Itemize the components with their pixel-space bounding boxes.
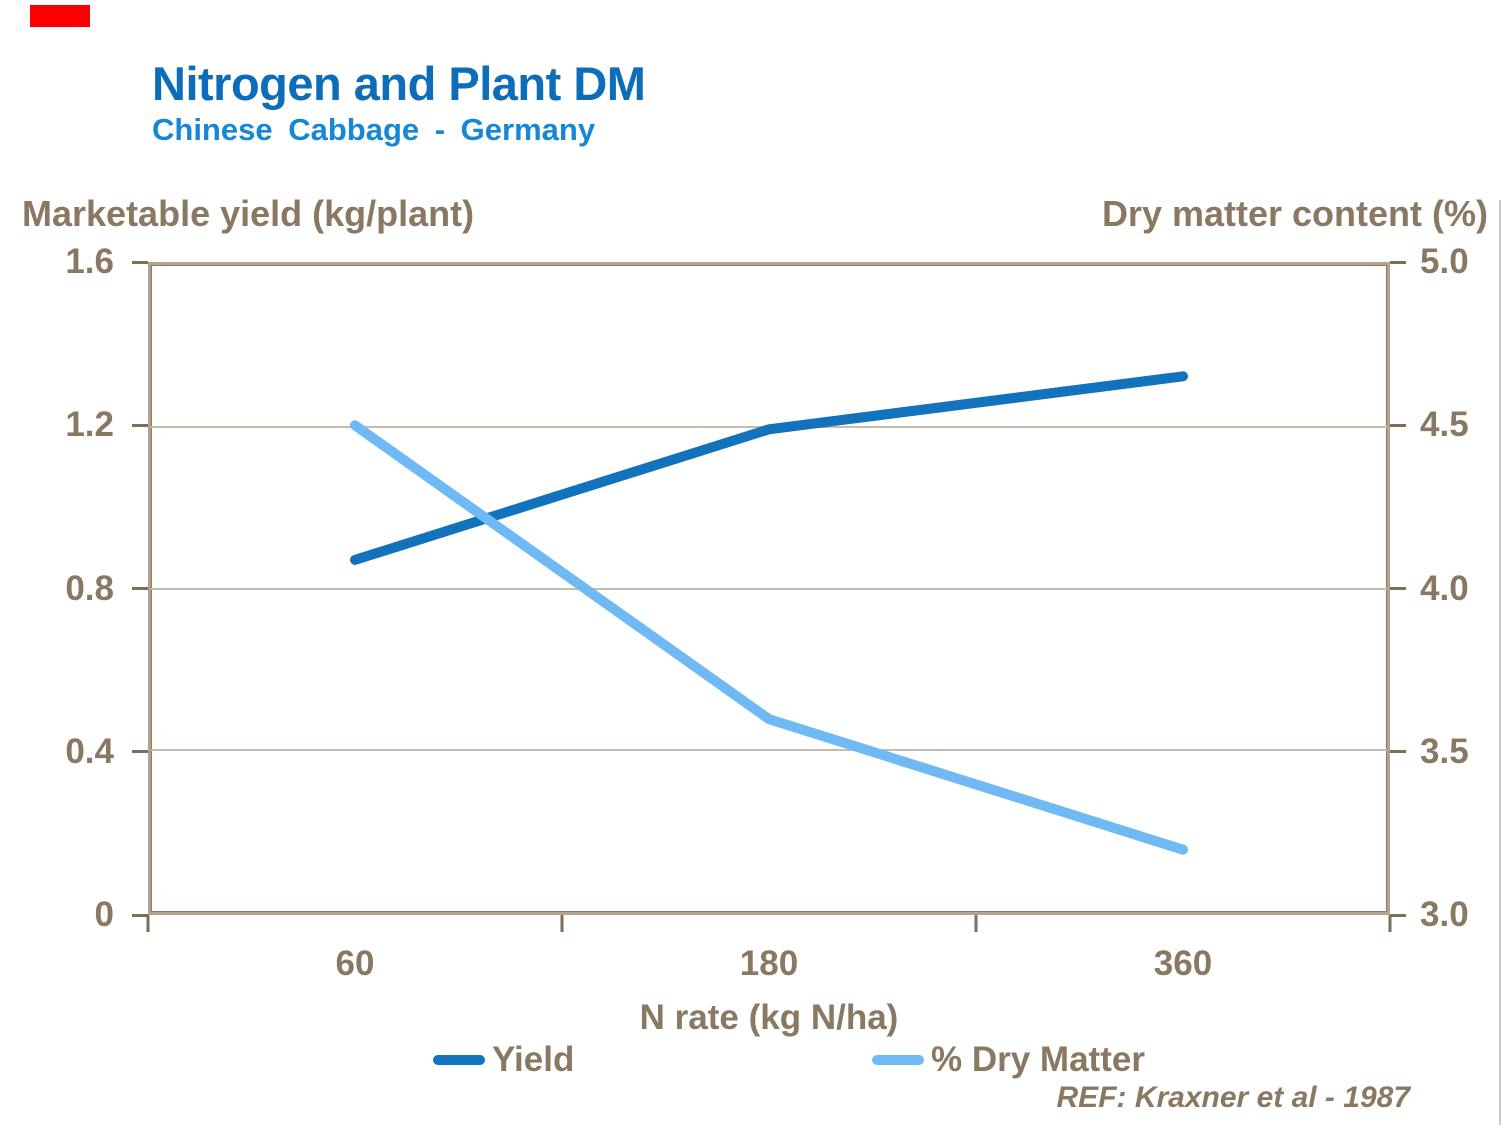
x-axis-tick-marks [146,915,1392,932]
gridline [151,749,1387,752]
dry-matter-line [350,420,1188,855]
gridline [151,587,1387,590]
x-axis-labels: 60 180 360 [148,944,1390,984]
tick-mark [974,915,978,932]
y-tick-label: 1.2 [65,405,114,445]
x-tick-label: 180 [739,944,799,983]
y-tick-label: 0 [94,895,114,934]
legend-label-dry-matter: % Dry Matter [931,1040,1145,1079]
left-axis-ticks: 1.6 1.2 0.8 0.4 0 [0,242,148,934]
slide-edge-line [1499,200,1501,1125]
legend-item-yield: Yield [433,1040,574,1080]
accent-bar [30,5,90,27]
y-tick-label: 5.0 [1420,242,1469,281]
tick-mark [1390,260,1406,264]
yield-line [350,371,1188,565]
tick-mark [560,915,564,932]
y-tick-label: 1.6 [65,242,114,281]
y-tick-label: 4.5 [1420,405,1469,445]
reference-note: REF: Kraxner et al - 1987 [1056,1081,1410,1114]
left-axis-title: Marketable yield (kg/plant) [22,193,475,234]
y-tick-label: 3.0 [1420,895,1469,934]
tick-mark [132,750,148,754]
page-subtitle: Chinese Cabbage - Germany [152,112,596,147]
y-tick-label: 0.4 [65,731,114,771]
tick-mark [1390,423,1406,427]
tick-mark [132,423,148,427]
tick-mark [146,915,150,932]
tick-mark [1390,750,1406,754]
tick-mark [132,587,148,590]
tick-mark [1388,915,1392,932]
right-axis-title: Dry matter content (%) [1101,193,1488,234]
x-axis-title: N rate (kg N/ha) [639,998,899,1037]
legend-label-yield: Yield [492,1040,575,1079]
page-title: Nitrogen and Plant DM [152,57,646,110]
tick-mark [1390,587,1406,590]
y-tick-label: 3.5 [1420,731,1469,771]
right-axis-ticks: 5.0 4.5 4.0 3.5 3.0 [1390,242,1501,934]
tick-mark [132,913,148,917]
yield-line-swatch [433,1055,485,1065]
tick-mark [1390,913,1406,917]
tick-mark [132,260,148,264]
chart-lines [350,371,1188,855]
dry-matter-line-swatch [872,1055,924,1065]
x-tick-label: 60 [335,944,375,983]
y-tick-label: 0.8 [65,568,114,608]
x-tick-label: 360 [1153,944,1213,983]
legend-item-dry-matter: % Dry Matter [872,1040,1145,1080]
y-tick-label: 4.0 [1420,568,1469,608]
